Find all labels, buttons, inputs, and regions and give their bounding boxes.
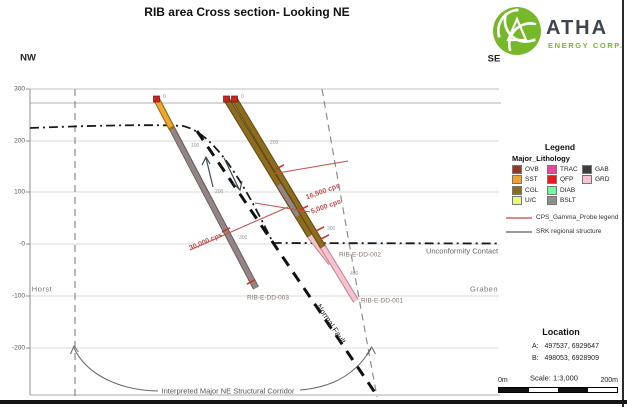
atha-logo-icon <box>493 7 541 55</box>
y-tick-100: 100 <box>14 188 25 196</box>
legend-item-grd: GRD <box>582 175 617 185</box>
graben-label: Graben <box>469 284 499 294</box>
legend-label: SST <box>525 176 538 184</box>
legend-swatch-diab <box>547 185 557 195</box>
legend-item-uc: U/C <box>512 196 547 206</box>
y-tick-0: -0 <box>19 240 25 248</box>
scalebar-segment <box>499 388 529 392</box>
collar-mark-dd003: 0 <box>163 94 166 100</box>
legend-line-srk-label: SRK regional structure <box>536 228 602 235</box>
legend-item-bslt: BSLT <box>547 196 582 206</box>
legend-lithology-grid: OVB TRAC GAB SST QFP GRD CGL <box>512 164 624 206</box>
figure-bottom-border <box>0 400 627 404</box>
legend-label: BSLT <box>560 197 576 205</box>
scalebar-segment <box>587 388 617 392</box>
legend-item-qfp: QFP <box>547 175 582 185</box>
drillhole-dd001 <box>231 95 359 303</box>
legend-swatch-bslt <box>547 196 557 206</box>
legend-swatch-cgl <box>512 185 522 195</box>
scalebar-end-label: 200m <box>600 377 618 384</box>
drillhole-label-dd003: RIB-E-DD-003 <box>247 294 289 302</box>
legend-title: Legend <box>544 142 576 152</box>
location-scale: Scale: 1:3,000 <box>530 373 578 383</box>
collar-mark-dd001: 0 <box>241 94 244 100</box>
y-tick-300: 300 <box>14 85 25 93</box>
legend-label: TRAC <box>560 165 578 173</box>
legend-label: CGL <box>525 186 539 194</box>
legend-swatch-grd <box>582 175 592 185</box>
corridor-arrows <box>70 345 376 392</box>
depth-mark-dd003-100: 100 <box>191 143 200 149</box>
scalebar-start-label: 0m <box>498 377 508 384</box>
fault-movement-arrows <box>201 155 243 192</box>
corridor-boundary-right <box>321 88 378 398</box>
location-b-key: B: <box>532 355 539 362</box>
legend-swatch-gab <box>582 164 592 174</box>
atha-logo-name: ATHA <box>546 17 609 39</box>
direction-nw: NW <box>20 52 36 64</box>
depth-mark-dd001-400: 400 <box>350 271 359 277</box>
drillhole-dd003 <box>153 95 259 290</box>
atha-logo-tagline: ENERGY CORP. <box>548 41 624 50</box>
legend-item-trac: TRAC <box>547 164 582 174</box>
legend-swatch-sst <box>512 175 522 185</box>
legend-label: OVB <box>525 165 539 173</box>
unconformity-contact-label: Unconformity Contact <box>425 246 499 256</box>
legend-label: U/C <box>525 197 537 205</box>
depth-mark-dd003-200: 200 <box>215 189 224 195</box>
legend-item-cgl: CGL <box>512 185 547 195</box>
legend-label: GRD <box>595 176 610 184</box>
direction-se: SE <box>487 53 501 65</box>
gridlines <box>30 88 500 396</box>
gamma-probe-ticks <box>221 164 330 285</box>
drillhole-label-dd001: RIB-E-DD-001 <box>361 297 403 305</box>
depth-mark-dd003-300: 300 <box>239 235 248 241</box>
legend-swatch-ovb <box>512 164 522 174</box>
legend-item-diab: DIAB <box>547 185 582 195</box>
legend-item-gab: GAB <box>582 164 617 174</box>
legend-subtitle: Major_Lithology <box>512 154 570 163</box>
legend-line-cps <box>506 217 532 219</box>
legend-label: DIAB <box>560 186 576 194</box>
scalebar-segment <box>558 388 588 392</box>
figure-right-border <box>622 0 624 407</box>
y-tick-200: 200 <box>14 137 25 145</box>
y-axis <box>26 88 31 395</box>
corridor-label: Interpreted Major NE Structural Corridor <box>161 386 295 396</box>
normal-fault-line <box>195 130 380 398</box>
gamma-probe-lines <box>189 160 349 251</box>
location-title: Location <box>542 327 580 337</box>
depth-mark-dd001-200: 200 <box>270 140 279 146</box>
legend-label: QFP <box>560 176 574 184</box>
location-b-value: 498053, 6928909 <box>544 355 599 362</box>
location-a-value: 497537, 6929647 <box>544 343 599 350</box>
legend-line-cps-label: CPS_Gamma_Probe legend <box>536 214 619 221</box>
unconformity-contact-line <box>29 124 500 245</box>
y-tick-n100: -100 <box>11 292 25 300</box>
location-row-a: A: 497537, 6929647 <box>532 343 599 350</box>
location-a-key: A: <box>532 343 539 350</box>
legend-item-sst: SST <box>512 175 547 185</box>
legend-item-ovb: OVB <box>512 164 547 174</box>
drillhole-label-dd002: RIB-E-DD-002 <box>339 251 381 259</box>
scalebar <box>498 387 618 393</box>
depth-mark-dd001-300: 300 <box>327 226 336 232</box>
legend-label: GAB <box>595 165 609 173</box>
horst-label: Horst <box>31 284 53 294</box>
legend-swatch-trac <box>547 164 557 174</box>
legend-swatch-qfp <box>547 175 557 185</box>
location-row-b: B: 498053, 6928909 <box>532 355 599 362</box>
y-tick-n200: -200 <box>11 344 25 352</box>
figure-title: RIB area Cross section- Looking NE <box>144 5 350 19</box>
legend-swatch-uc <box>512 196 522 206</box>
legend-line-srk <box>506 231 532 233</box>
scalebar-segment <box>528 388 558 392</box>
